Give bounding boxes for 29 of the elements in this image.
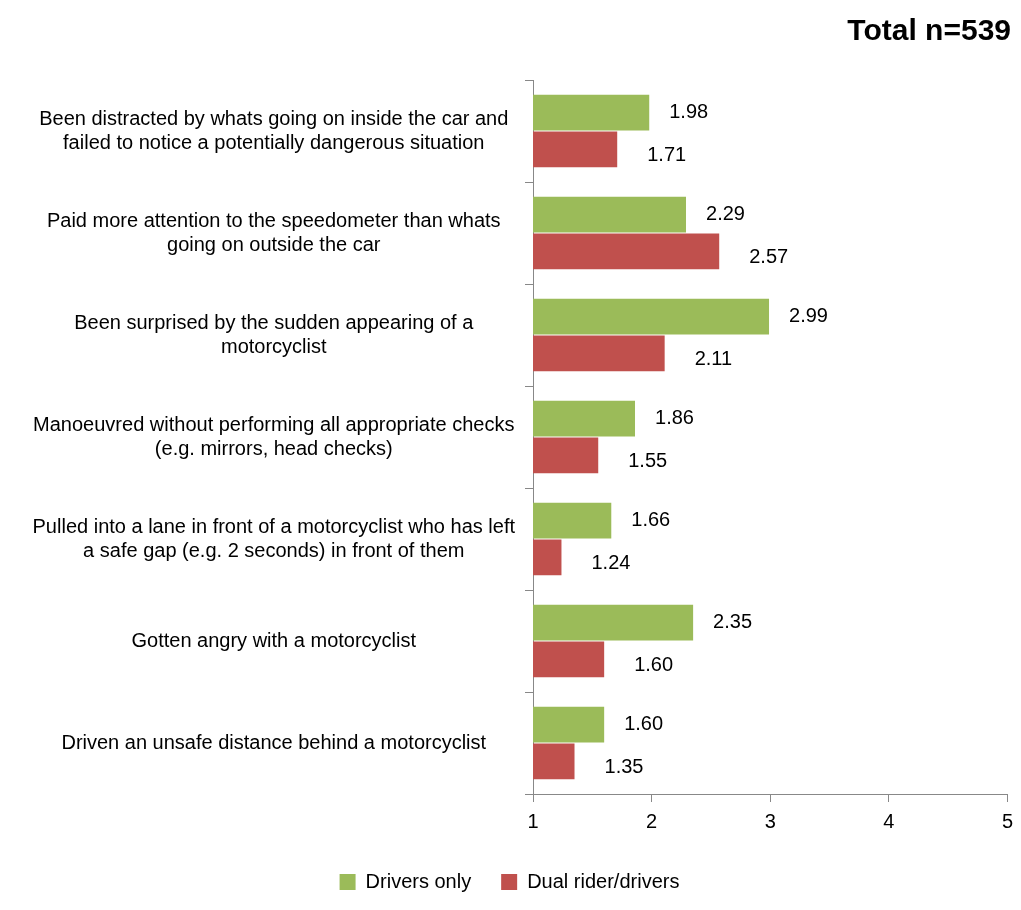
legend-label: Dual rider/drivers	[527, 869, 680, 892]
data-label: 1.66	[631, 508, 671, 531]
data-label: 2.57	[749, 244, 789, 267]
y-tick-label: Gotten angry with a motorcyclist	[131, 628, 417, 651]
data-label: 1.55	[628, 448, 668, 471]
legend-label: Drivers only	[365, 869, 472, 892]
data-label: 1.86	[655, 406, 694, 429]
data-label: 1.24	[591, 550, 631, 573]
data-label: 1.98	[669, 100, 709, 123]
y-tick-label: Manoeuvred without performing all appropriate checks (e.g. mirrors, head checks)	[33, 412, 515, 459]
data-label: 2.99	[789, 304, 828, 327]
data-label: 1.71	[647, 142, 687, 165]
chart-title: Total n=539	[847, 13, 1011, 47]
y-tick-label: Been surprised by the sudden appearing of a motorcyclist	[74, 310, 475, 357]
x-tick-label: 5	[1001, 809, 1013, 832]
y-tick-label: Paid more attention to the speedometer than whats going on outside the car	[46, 208, 501, 255]
y-tick-label: Pulled into a lane in front of a motorcyclist who has left a safe gap (e.g. 2 seconds) in front of them	[32, 514, 516, 561]
data-label: 2.29	[706, 202, 745, 225]
data-label: 2.35	[713, 610, 753, 633]
x-tick-label: 3	[764, 809, 776, 832]
x-tick-label: 2	[646, 809, 658, 832]
data-label: 2.11	[694, 346, 733, 369]
y-tick-label: Been distracted by whats going on inside the car and failed to notice a potentially dangerous situation	[39, 106, 509, 153]
data-label: 1.60	[634, 652, 674, 675]
data-label: 1.35	[604, 754, 644, 777]
x-tick-label: 1	[527, 809, 539, 832]
x-tick-label: 4	[883, 809, 895, 832]
y-tick-label: Driven an unsafe distance behind a motorcyclist	[61, 730, 487, 753]
data-label: 1.60	[624, 712, 664, 735]
